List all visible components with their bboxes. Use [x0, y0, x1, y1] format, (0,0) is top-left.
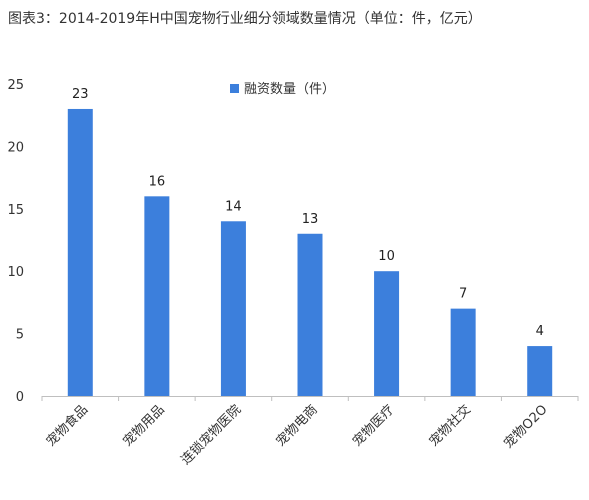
x-tick-label: 宠物社交 — [426, 402, 474, 450]
data-label: 4 — [536, 324, 544, 339]
legend: 融资数量（件） — [230, 82, 335, 97]
data-label: 10 — [378, 249, 395, 264]
y-tick-label: 0 — [16, 390, 24, 405]
x-tick-label: 宠物电商 — [273, 402, 321, 450]
bar — [450, 308, 476, 396]
bar-series: 23 16 14 13 10 7 4 — [67, 87, 553, 397]
x-tick-label: 宠物用品 — [120, 402, 168, 450]
x-tick-label: 宠物医疗 — [349, 402, 397, 450]
legend-swatch — [230, 84, 239, 93]
y-axis: 0 5 10 15 20 25 — [7, 78, 24, 405]
y-tick-label: 20 — [7, 140, 24, 155]
bar — [374, 271, 400, 396]
data-label: 7 — [459, 287, 467, 302]
y-tick-label: 5 — [16, 328, 24, 343]
x-tick-label: 宠物O2O — [501, 402, 551, 452]
data-label: 14 — [225, 199, 242, 214]
bar — [144, 196, 170, 396]
bar — [220, 221, 246, 396]
x-tick-label: 宠物食品 — [43, 402, 91, 450]
y-tick-label: 15 — [7, 203, 24, 218]
bar — [527, 346, 553, 396]
bar — [67, 108, 93, 397]
bar — [297, 233, 323, 396]
legend-label: 融资数量（件） — [244, 82, 335, 97]
data-label: 16 — [149, 174, 166, 189]
data-label: 13 — [302, 212, 319, 227]
y-tick-label: 25 — [7, 78, 24, 93]
x-tick-label: 连锁宠物医院 — [178, 402, 244, 468]
data-label: 23 — [72, 87, 89, 102]
chart-title: 图表3：2014-2019年H中国宠物行业细分领域数量情况（单位：件，亿元） — [8, 11, 482, 27]
x-axis: 宠物食品 宠物用品 连锁宠物医院 宠物电商 宠物医疗 宠物社交 宠物O2O — [41, 396, 579, 468]
y-tick-label: 10 — [7, 265, 24, 280]
